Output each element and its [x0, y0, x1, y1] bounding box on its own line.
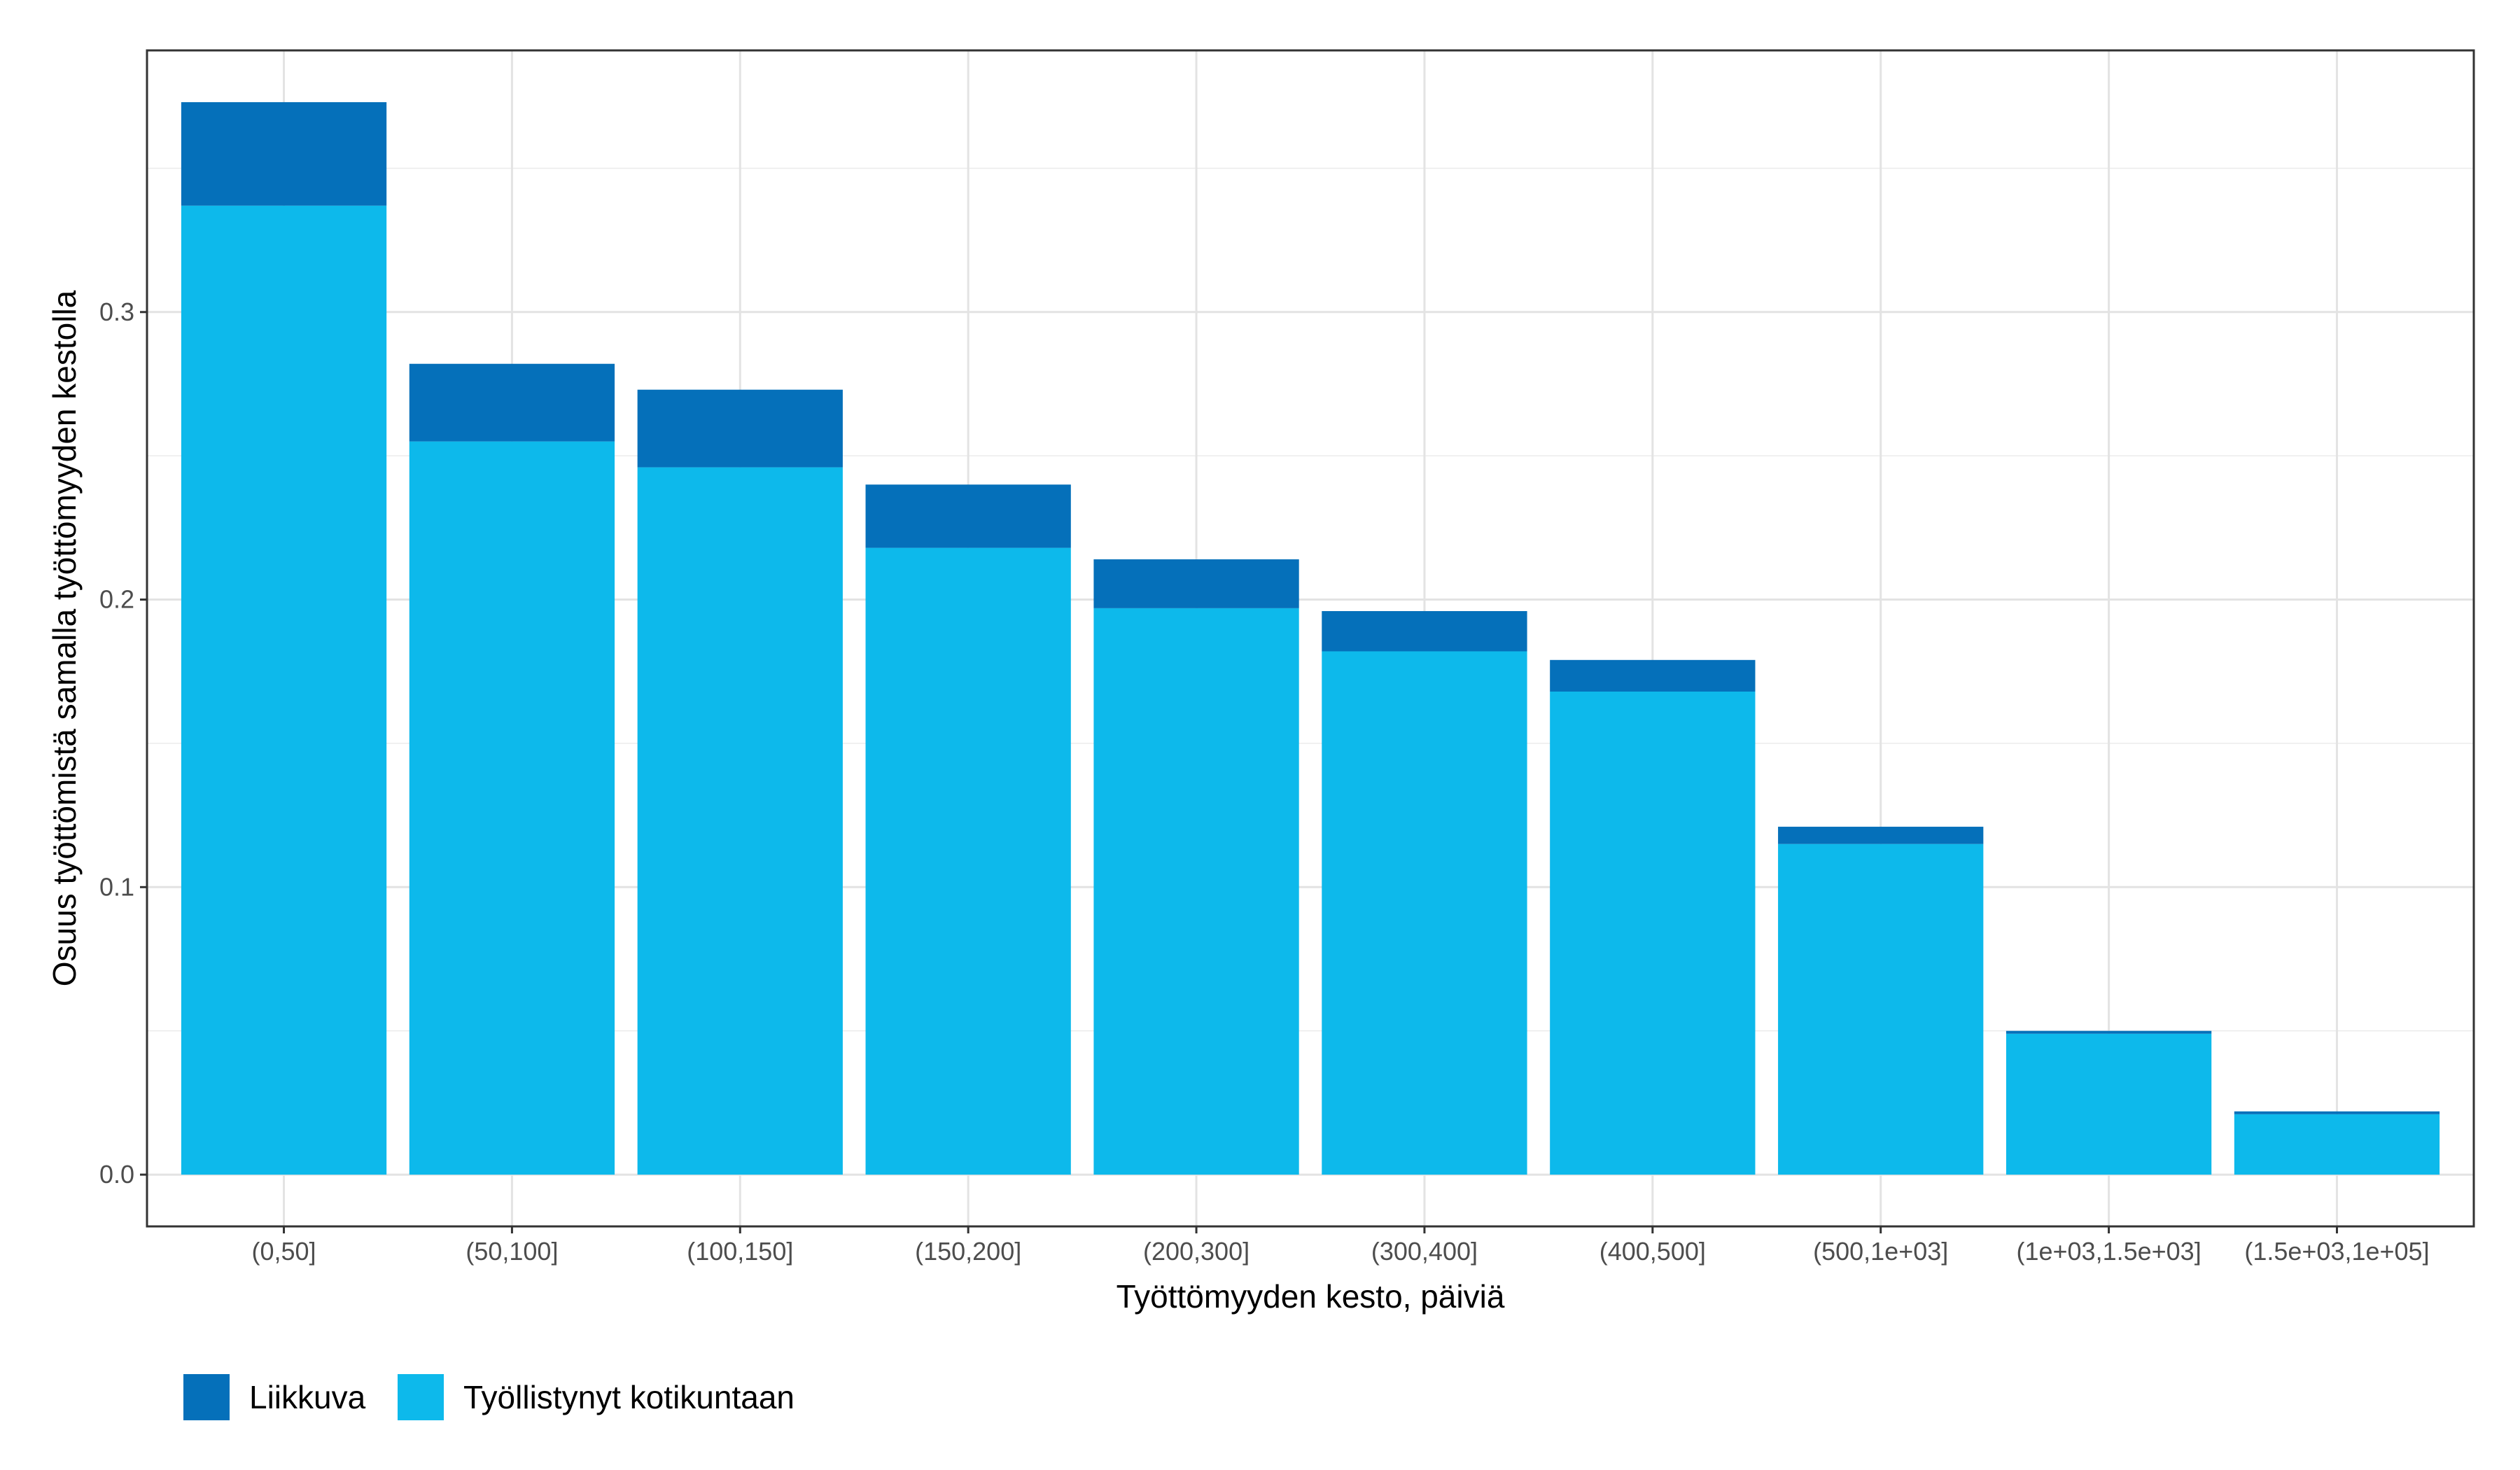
bar-segment-liikkuva: [409, 363, 615, 442]
y-tick-label: 0.3: [99, 298, 134, 326]
y-axis-title: Osuus työttömistä samalla työttömyyden k…: [46, 290, 83, 986]
bar-segment-liikkuva: [181, 102, 387, 206]
legend-key: [398, 1374, 444, 1420]
bar-segment-liikkuva: [2005, 1030, 2212, 1034]
x-tick-label: (150,200]: [915, 1237, 1021, 1266]
legend-label: Liikkuva: [249, 1379, 366, 1415]
x-tick-label: (50,100]: [465, 1237, 558, 1266]
x-tick-label: (1e+03,1.5e+03]: [2016, 1237, 2201, 1266]
bar-segment-tyollistynyt: [181, 205, 387, 1175]
legend: Liikkuva Työllistynyt kotikuntaan: [183, 1374, 794, 1420]
bar-segment-tyollistynyt: [2234, 1114, 2440, 1175]
bar-segment-tyollistynyt: [637, 467, 843, 1175]
bar-segment-tyollistynyt: [865, 547, 1071, 1175]
x-tick-label: (1.5e+03,1e+05]: [2244, 1237, 2429, 1266]
x-axis: (0,50] (50,100] (100,150] (150,200] (200,300…: [251, 1226, 2430, 1266]
bar-segment-liikkuva: [2234, 1111, 2440, 1114]
x-tick-label: (0,50]: [251, 1237, 316, 1266]
bar-segment-liikkuva: [865, 484, 1071, 548]
y-axis: 0.0 0.1 0.2 0.3: [99, 298, 147, 1189]
bar-segment-liikkuva: [1550, 659, 1756, 692]
legend-label: Työllistynyt kotikuntaan: [463, 1379, 794, 1415]
bar-segment-tyollistynyt: [1093, 608, 1299, 1175]
y-tick-label: 0.2: [99, 585, 134, 614]
bar-segment-tyollistynyt: [409, 441, 615, 1175]
plot-border: [146, 49, 2475, 1228]
bars: [181, 102, 2440, 1175]
bar-segment-tyollistynyt: [1550, 691, 1756, 1175]
bar-segment-liikkuva: [1322, 610, 1527, 652]
bar-segment-tyollistynyt: [2005, 1033, 2212, 1175]
x-tick-label: (500,1e+03]: [1813, 1237, 1948, 1266]
bar-segment-liikkuva: [1093, 559, 1299, 608]
x-tick-label: (400,500]: [1600, 1237, 1706, 1266]
x-tick-label: (300,400]: [1371, 1237, 1478, 1266]
x-tick-label: (200,300]: [1143, 1237, 1250, 1266]
bar-segment-liikkuva: [1778, 827, 1984, 844]
bar-segment-liikkuva: [637, 389, 843, 468]
legend-key: [183, 1374, 230, 1420]
x-tick-label: (100,150]: [687, 1237, 793, 1266]
y-tick-label: 0.1: [99, 872, 134, 901]
x-axis-title: Työttömyyden kesto, päiviä: [1116, 1278, 1505, 1315]
bar-segment-tyollistynyt: [1322, 651, 1527, 1175]
bar-segment-tyollistynyt: [1778, 844, 1984, 1175]
y-tick-label: 0.0: [99, 1160, 134, 1189]
